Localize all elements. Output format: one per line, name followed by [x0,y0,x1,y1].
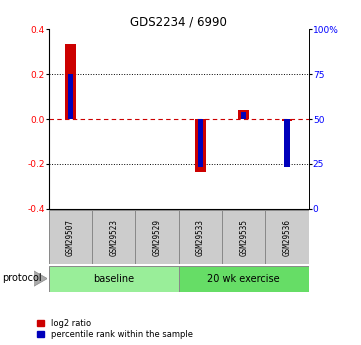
Bar [238,110,249,119]
Bar [284,119,290,167]
Legend: log2 ratio, percentile rank within the sample: log2 ratio, percentile rank within the s… [37,319,193,339]
Bar [222,210,265,264]
Bar [92,210,135,264]
Text: GSM29523: GSM29523 [109,219,118,256]
Bar [49,266,179,292]
Bar [65,44,76,119]
Text: GSM29529: GSM29529 [153,219,161,256]
Bar [198,119,203,167]
Bar [282,119,292,121]
Text: baseline: baseline [93,274,134,284]
Text: GSM29533: GSM29533 [196,219,205,256]
Text: 20 wk exercise: 20 wk exercise [207,274,280,284]
Bar [195,119,206,172]
Bar [179,266,309,292]
Text: protocol: protocol [2,274,42,283]
Text: GSM29507: GSM29507 [66,219,75,256]
Bar [49,210,92,264]
Text: GSM29536: GSM29536 [283,219,291,256]
Bar [241,112,246,119]
Title: GDS2234 / 6990: GDS2234 / 6990 [130,15,227,28]
Bar [135,210,179,264]
Text: GSM29535: GSM29535 [239,219,248,256]
Bar [68,74,73,119]
Bar [179,210,222,264]
Polygon shape [34,271,47,286]
Bar [265,210,309,264]
